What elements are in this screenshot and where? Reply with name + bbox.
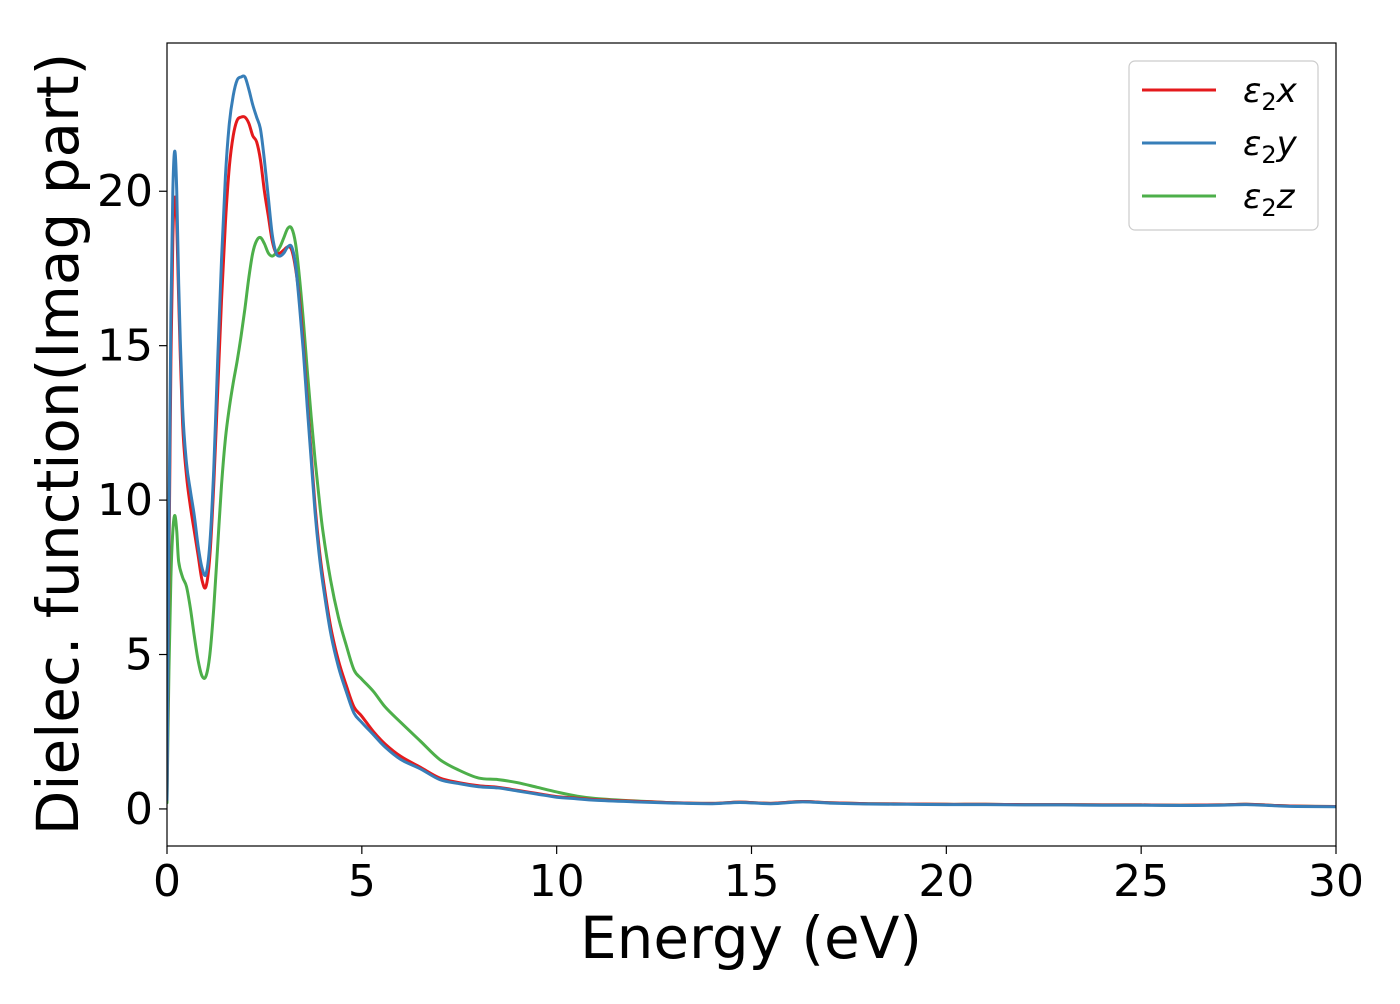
legend-box xyxy=(1128,60,1319,231)
x-tick-label: 15 xyxy=(724,856,780,907)
y-tick-label: 0 xyxy=(125,784,153,835)
x-tick-label: 20 xyxy=(918,856,974,907)
x-tick-label: 30 xyxy=(1308,856,1364,907)
y-tick-label: 20 xyxy=(97,166,153,217)
legend-label-subscript: 2 xyxy=(1261,194,1276,222)
series-layer xyxy=(167,74,1336,809)
legend-label-base: ε xyxy=(1243,124,1261,164)
y-tick-label: 15 xyxy=(97,321,153,372)
legend-label-y: ε2y xyxy=(1243,124,1298,169)
y-axis-label: Dielec. function(Imag part) xyxy=(24,53,92,836)
series-line-y xyxy=(167,74,1336,809)
x-tick-label: 10 xyxy=(529,856,585,907)
legend-label-subscript: 2 xyxy=(1261,141,1276,169)
legend-label-suffix: y xyxy=(1276,124,1298,164)
legend-label-suffix: z xyxy=(1276,177,1296,217)
y-tick-label: 5 xyxy=(125,630,153,681)
legend-label-base: ε xyxy=(1243,177,1261,217)
legend-label-z: ε2z xyxy=(1243,177,1296,222)
legend-label-base: ε xyxy=(1243,71,1261,111)
y-axis: 0 5 10 15 20 xyxy=(97,166,167,835)
y-tick-label: 10 xyxy=(97,475,153,526)
x-axis: 0 5 10 15 20 25 30 xyxy=(153,846,1364,907)
x-tick-label: 25 xyxy=(1113,856,1169,907)
x-tick-label: 5 xyxy=(348,856,376,907)
x-tick-label: 0 xyxy=(153,856,181,907)
legend-label-x: ε2x xyxy=(1243,71,1298,116)
legend-label-suffix: x xyxy=(1276,71,1298,111)
legend-label-subscript: 2 xyxy=(1261,88,1276,116)
x-axis-label: Energy (eV) xyxy=(580,904,922,972)
